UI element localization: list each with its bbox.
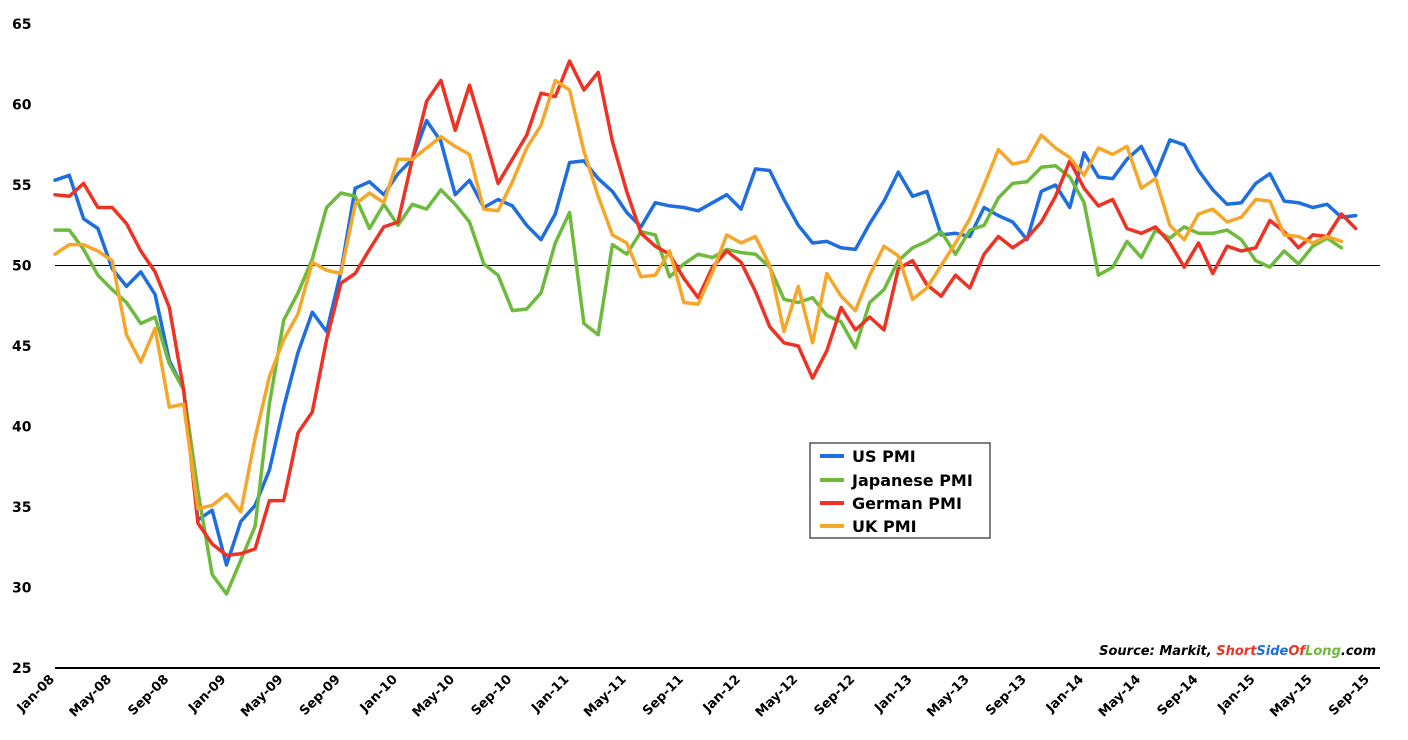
y-tick-label: 45 (12, 339, 31, 355)
x-tick-label: May-14 (1096, 672, 1144, 720)
legend-label-german: German PMI (852, 494, 962, 513)
x-tick-label: May-12 (753, 672, 801, 720)
y-tick-label: 30 (12, 581, 32, 597)
x-tick-label: May-15 (1267, 672, 1315, 720)
y-tick-label: 55 (12, 178, 31, 194)
x-tick-label: May-09 (238, 672, 286, 720)
legend-label-us: US PMI (852, 447, 916, 466)
x-tick-label: Jan-11 (528, 672, 572, 716)
x-tick-label: Sep-12 (812, 672, 859, 719)
legend-label-uk: UK PMI (852, 517, 917, 536)
x-tick-label: May-13 (924, 672, 972, 720)
legend-item-japanese: Japanese PMI (820, 471, 973, 490)
x-tick-label: Sep-10 (469, 672, 516, 719)
source-brand-short: Short (1216, 644, 1257, 659)
legend-label-japanese: Japanese PMI (851, 471, 973, 490)
x-tick-label: Sep-13 (983, 672, 1030, 719)
series-lines (53, 59, 1358, 596)
x-tick-label: Jan-15 (1214, 672, 1258, 716)
y-tick-label: 60 (12, 98, 32, 114)
x-tick-label: Jan-14 (1043, 672, 1087, 716)
x-tick-label: Jan-09 (185, 672, 229, 716)
y-tick-label: 65 (12, 17, 31, 33)
y-tick-label: 50 (12, 259, 32, 275)
legend: US PMI Japanese PMI German PMI UK PMI (809, 442, 991, 539)
x-tick-label: Jan-08 (14, 672, 58, 716)
x-tick-label: May-10 (410, 672, 458, 720)
x-tick-label: Sep-11 (640, 672, 687, 719)
x-tick-label: Jan-12 (700, 672, 744, 716)
x-tick-label: Sep-15 (1326, 672, 1373, 719)
series-line-uk-pmi (53, 78, 1344, 514)
legend-item-german: German PMI (820, 494, 962, 513)
source-prefix: Source: Markit, (1099, 644, 1216, 659)
source-brand-of: Of (1288, 644, 1307, 659)
y-axis-ticks: 25 30 35 40 45 50 55 60 65 (12, 17, 32, 677)
x-tick-label: Sep-14 (1155, 672, 1202, 719)
source-note: Source: Markit, ShortSideOfLong.com (1099, 644, 1376, 659)
x-tick-label: May-08 (67, 672, 115, 720)
y-tick-label: 25 (12, 661, 31, 677)
x-tick-label: Jan-10 (357, 672, 401, 716)
x-tick-label: Sep-08 (126, 672, 173, 719)
x-tick-label: Jan-13 (871, 672, 915, 716)
legend-item-us: US PMI (820, 447, 916, 466)
x-tick-label: May-11 (581, 672, 629, 720)
source-brand-long: Long (1305, 644, 1341, 659)
source-brand-side: Side (1256, 644, 1288, 659)
series-line-us-pmi (53, 118, 1358, 567)
legend-box (809, 442, 991, 539)
source-suffix: .com (1341, 644, 1376, 659)
x-tick-label: Sep-09 (297, 672, 344, 719)
series-line-german-pmi (53, 59, 1358, 558)
x-axis-ticks: Jan-08 May-08 Sep-08 Jan-09 May-09 Sep-09 Jan-… (14, 672, 1373, 720)
y-tick-label: 40 (12, 420, 32, 436)
legend-item-uk: UK PMI (820, 517, 917, 536)
series-line-japanese-pmi (53, 163, 1344, 596)
y-tick-label: 35 (12, 500, 31, 516)
